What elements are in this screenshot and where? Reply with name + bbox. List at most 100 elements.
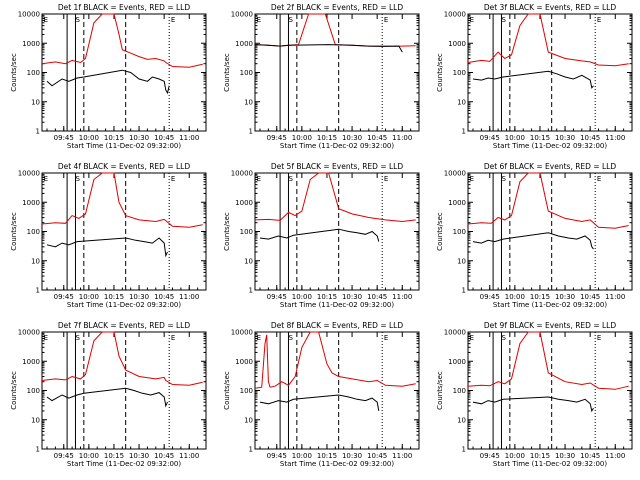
y-axis-label: Counts/sec	[10, 53, 18, 92]
y-tick-label: 100	[453, 69, 466, 77]
x-tick-label: 10:30	[555, 293, 575, 301]
series-line-events	[472, 232, 594, 250]
y-tick-label: 1000	[448, 358, 466, 366]
y-tick-label: 10000	[18, 329, 40, 337]
x-tick-label: 10:30	[129, 293, 149, 301]
chart-title: Det 9f BLACK = Events, RED = LLD	[484, 321, 617, 330]
event-marker-label: E	[470, 334, 474, 342]
y-tick-label: 10	[457, 416, 466, 424]
x-axis-label: Start Time (11-Dec-02 09:32:00)	[67, 142, 181, 150]
event-marker-label: E	[384, 16, 388, 24]
series-line-lld	[41, 13, 203, 68]
y-tick-label: 1	[36, 287, 40, 295]
x-tick-label: 11:00	[179, 293, 199, 301]
x-tick-label: 11:00	[392, 293, 412, 301]
x-tick-label: 10:45	[580, 134, 600, 142]
series-line-events	[259, 228, 380, 242]
x-tick-label: 11:00	[179, 452, 199, 460]
x-axis-label: Start Time (11-Dec-02 09:32:00)	[67, 460, 181, 468]
y-tick-label: 10000	[18, 11, 40, 19]
y-axis-label: Counts/sec	[223, 212, 231, 251]
x-tick-label: 10:45	[580, 452, 600, 460]
x-tick-label: 09:45	[480, 134, 500, 142]
event-marker-label: E	[44, 16, 48, 24]
x-tick-label: 10:00	[79, 452, 99, 460]
x-tick-label: 09:45	[267, 293, 287, 301]
x-axis-label: Start Time (11-Dec-02 09:32:00)	[493, 301, 607, 309]
y-tick-label: 1000	[448, 199, 466, 207]
y-tick-label: 1	[249, 128, 253, 136]
y-tick-label: 1	[462, 287, 466, 295]
y-tick-label: 10000	[231, 329, 253, 337]
x-axis-label: Start Time (11-Dec-02 09:32:00)	[67, 301, 181, 309]
event-marker-label: E	[384, 175, 388, 183]
x-tick-label: 10:15	[104, 134, 124, 142]
y-tick-label: 10	[31, 416, 40, 424]
y-tick-label: 10	[457, 98, 466, 106]
y-tick-label: 10000	[18, 170, 40, 178]
x-tick-label: 10:30	[129, 134, 149, 142]
y-tick-label: 10000	[231, 170, 253, 178]
x-tick-label: 10:15	[317, 134, 337, 142]
chart-panel-7: Det 7f BLACK = Events, RED = LLD 1 10 100 10…	[10, 321, 207, 468]
event-marker-label: E	[597, 334, 601, 342]
event-marker-label: E	[171, 175, 175, 183]
plot-frame	[467, 13, 633, 132]
x-tick-label: 11:00	[392, 134, 412, 142]
y-tick-label: 1000	[22, 199, 40, 207]
x-tick-label: 10:30	[342, 452, 362, 460]
y-tick-label: 1	[36, 128, 40, 136]
plot-frame	[254, 13, 420, 132]
y-tick-label: 100	[27, 69, 40, 77]
y-tick-label: 1	[36, 446, 40, 454]
x-tick-label: 10:15	[317, 452, 337, 460]
y-tick-label: 100	[453, 387, 466, 395]
y-tick-label: 1	[249, 446, 253, 454]
event-marker-label: E	[44, 334, 48, 342]
x-tick-label: 11:00	[179, 134, 199, 142]
event-marker-label: E	[171, 16, 175, 24]
x-axis-label: Start Time (11-Dec-02 09:32:00)	[280, 460, 394, 468]
series-line-events	[254, 44, 403, 53]
series-line-lld	[254, 172, 416, 223]
chart-panel-3: Det 3f BLACK = Events, RED = LLD 1 10 100 10…	[436, 3, 633, 150]
chart-title: Det 8f BLACK = Events, RED = LLD	[271, 321, 404, 330]
y-tick-label: 100	[240, 69, 253, 77]
chart-title: Det 5f BLACK = Events, RED = LLD	[271, 162, 404, 171]
event-marker-label: E	[171, 334, 175, 342]
series-line-events	[46, 237, 168, 258]
event-marker-label: S	[501, 16, 506, 24]
x-axis-label: Start Time (11-Dec-02 09:32:00)	[280, 301, 394, 309]
plot-frame	[254, 331, 420, 450]
y-axis-label: Counts/sec	[223, 53, 231, 92]
series-line-lld	[467, 172, 629, 229]
series-line-events	[472, 396, 594, 413]
event-marker-label: S	[75, 334, 80, 342]
x-tick-label: 09:45	[480, 452, 500, 460]
y-tick-label: 1000	[235, 40, 253, 48]
y-tick-label: 10	[244, 98, 253, 106]
x-axis-label: Start Time (11-Dec-02 09:32:00)	[493, 460, 607, 468]
x-tick-label: 10:15	[317, 293, 337, 301]
plot-frame	[254, 172, 420, 291]
chart-panel-2: Det 2f BLACK = Events, RED = LLD 1 10 100 10…	[223, 3, 420, 150]
y-tick-label: 100	[453, 228, 466, 236]
y-tick-label: 1000	[22, 358, 40, 366]
chart-title: Det 3f BLACK = Events, RED = LLD	[484, 3, 617, 12]
x-tick-label: 10:00	[505, 134, 525, 142]
y-tick-label: 10	[31, 257, 40, 265]
x-tick-label: 09:45	[480, 293, 500, 301]
x-tick-label: 09:45	[267, 452, 287, 460]
x-tick-label: 10:45	[154, 134, 174, 142]
series-line-lld	[254, 331, 416, 389]
y-tick-label: 10000	[444, 11, 466, 19]
event-marker-label: S	[288, 175, 293, 183]
chart-title: Det 6f BLACK = Events, RED = LLD	[484, 162, 617, 171]
event-marker-label: E	[470, 175, 474, 183]
x-tick-label: 11:00	[605, 452, 625, 460]
x-tick-label: 10:45	[154, 452, 174, 460]
y-tick-label: 10	[244, 257, 253, 265]
x-tick-label: 10:15	[104, 452, 124, 460]
x-tick-label: 10:30	[129, 452, 149, 460]
